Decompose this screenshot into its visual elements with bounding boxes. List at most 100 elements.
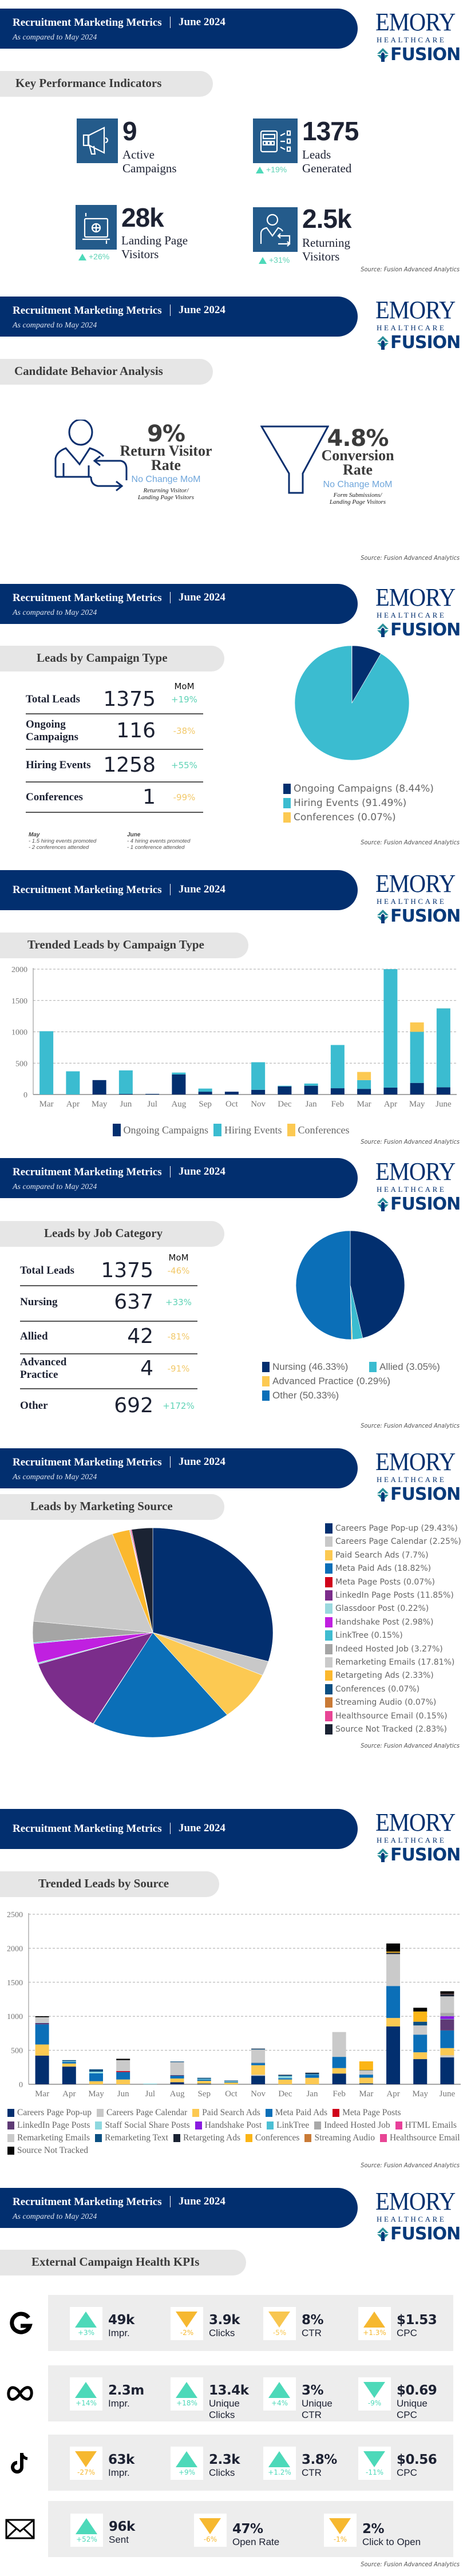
bar-segment-meta-paid-ads: [278, 2078, 292, 2080]
metric-value: 3%: [302, 2383, 324, 2398]
legend-label: Advanced Practice (0.29%): [272, 1376, 390, 1386]
legend-item: Source Not Tracked: [7, 2146, 88, 2156]
legend-label: Glassdoor Post (0.22%): [335, 1604, 429, 1614]
legend-item: Meta Page Posts (0.07%): [325, 1577, 435, 1587]
legend-item: Conferences (0.07%): [283, 812, 396, 823]
row-label: Nursing: [20, 1296, 58, 1308]
legend-item: Streaming Audio: [304, 2133, 375, 2143]
bar-segment-remarketing-text: [413, 2021, 428, 2026]
metric-label: CPC: [397, 2467, 417, 2478]
x-tick-label: Aug: [170, 2089, 185, 2099]
emory-fusion-logo: EMORY HEALTHCARE FUSION: [375, 298, 461, 351]
legend-item: Meta Page Posts: [333, 2108, 401, 2118]
metric-value: 2.3m: [108, 2383, 144, 2398]
report-header-banner: Recruitment Marketing Metrics June 2024 As…: [0, 297, 358, 337]
row-value: 42: [127, 1325, 153, 1348]
row-divider: [26, 812, 203, 813]
triangle-up-icon: [268, 2450, 290, 2471]
triangle-down-icon: [176, 2310, 197, 2332]
section-title-pill: Leads by Job Category: [0, 1221, 224, 1247]
bar-segment-source-not-tracked: [440, 1991, 454, 1994]
row-value: 1375: [101, 1259, 153, 1282]
legend-label: Paid Search Ads: [202, 2108, 260, 2117]
row-mom-change: +19%: [171, 694, 197, 705]
triangle-up-icon: [75, 2381, 97, 2402]
logo-healthcare: HEALTHCARE: [377, 1185, 446, 1194]
logo-healthcare: HEALTHCARE: [377, 323, 446, 332]
bar-segment-conferences: [410, 1022, 424, 1032]
report-date: June 2024: [170, 884, 225, 895]
legend-label: Retargeting Ads: [183, 2133, 240, 2143]
bar-segment-meta-paid-ads: [413, 2034, 428, 2053]
bar-segment-meta-paid-ads: [251, 2063, 266, 2065]
bar-segment-meta-paid-ads: [116, 2072, 130, 2080]
y-tick-label: 0: [19, 2081, 23, 2089]
metric-label: Unique CTR: [302, 2398, 333, 2420]
legend-item: Handshake Post: [195, 2120, 262, 2131]
report-date: June 2024: [170, 305, 225, 316]
kpi-value: 2.5k: [302, 204, 352, 234]
comparison-subtitle: As compared to May 2024: [13, 609, 97, 617]
legend-swatch: [287, 1124, 295, 1136]
legend-label: HTML Emails: [405, 2120, 457, 2130]
x-tick-label: Mar: [359, 2089, 373, 2099]
row-mom-change: +172%: [163, 1401, 195, 1411]
legend-item: LinkedIn Page Posts (11.85%): [325, 1590, 454, 1601]
bar-segment-ongoing-campaigns: [357, 1089, 371, 1095]
trend-up-icon: [78, 253, 86, 263]
section-title: Leads by Campaign Type: [37, 651, 168, 665]
emory-fusion-logo: EMORY HEALTHCARE FUSION: [375, 1810, 461, 1864]
section-title-pill: Leads by Marketing Source: [0, 1494, 224, 1520]
legend-item: Careers Page Calendar: [97, 2108, 187, 2118]
legend-swatch: [325, 1603, 333, 1614]
legend-swatch: [325, 1577, 333, 1587]
bar-segment-careers-page-pop-up: [440, 2057, 454, 2084]
kpi-icon-box: [253, 118, 298, 163]
metric-change: -2%: [180, 2329, 194, 2337]
legend-label: Indeed Hosted Job (3.27%): [335, 1644, 443, 1654]
legend-swatch: [379, 2134, 387, 2142]
kpi-change: +19%: [266, 165, 287, 174]
lead-dashboard-icon: [253, 118, 298, 166]
bar-segment-ongoing-campaigns: [92, 1080, 106, 1095]
legend-swatch: [173, 2134, 180, 2142]
logo-fusion: FUSION: [390, 2224, 461, 2244]
report-title: Recruitment Marketing Metrics: [13, 884, 162, 896]
logo-healthcare: HEALTHCARE: [377, 611, 446, 619]
source-note: Source: Fusion Advanced Analytics: [361, 2561, 460, 2568]
row-label: Other: [20, 1400, 48, 1412]
row-divider: [26, 749, 203, 750]
bar-segment-staff-social-share-posts: [35, 2022, 49, 2023]
kpi-label: Returning Visitors: [302, 236, 350, 263]
bar-segment-hiring-events: [436, 1008, 450, 1088]
pie-slice-linkedin-page-posts: [38, 1632, 153, 1724]
legend-swatch: [395, 2121, 402, 2129]
bar-segment-meta-page-posts: [116, 2071, 130, 2072]
legend-item: Remarketing Emails: [7, 2133, 90, 2143]
bar-segment-remarketing-text: [359, 2070, 373, 2071]
row-value: 4: [140, 1357, 153, 1380]
row-divider: [20, 1388, 197, 1389]
bar-segment-careers-page-pop-up: [251, 2076, 266, 2084]
legend-swatch: [246, 2134, 252, 2142]
legend-label: LinkTree (0.15%): [335, 1631, 403, 1641]
legend-swatch: [325, 1724, 333, 1735]
section-title: External Campaign Health KPIs: [31, 2255, 200, 2269]
metric-label: CTR: [302, 2467, 322, 2478]
bar-segment-remarketing-text: [89, 2069, 103, 2072]
x-tick-label: May: [88, 2089, 104, 2099]
legend-label: Source Not Tracked (2.83%): [335, 1725, 447, 1734]
legend-label: Hiring Events: [224, 1124, 282, 1136]
y-tick-label: 0: [23, 1091, 27, 1100]
row-label: Ongoing Campaigns: [26, 718, 78, 743]
legend-label: Careers Page Pop-up (29.43%): [335, 1524, 458, 1533]
bar-segment-ongoing-campaigns: [304, 1085, 318, 1095]
trend-indicator: +9%: [171, 2447, 203, 2480]
metric-change: -11%: [365, 2468, 383, 2476]
section-title-pill: External Campaign Health KPIs: [0, 2250, 246, 2275]
report-header-banner: Recruitment Marketing Metrics June 2024: [0, 870, 358, 910]
bar-segment-paid-search-ads: [440, 2048, 454, 2056]
bar-segment-paid-search-ads: [170, 2078, 184, 2083]
bar-segment-remarketing-emails: [413, 2025, 428, 2035]
bar-segment-retargeting-ads: [440, 1994, 454, 1997]
